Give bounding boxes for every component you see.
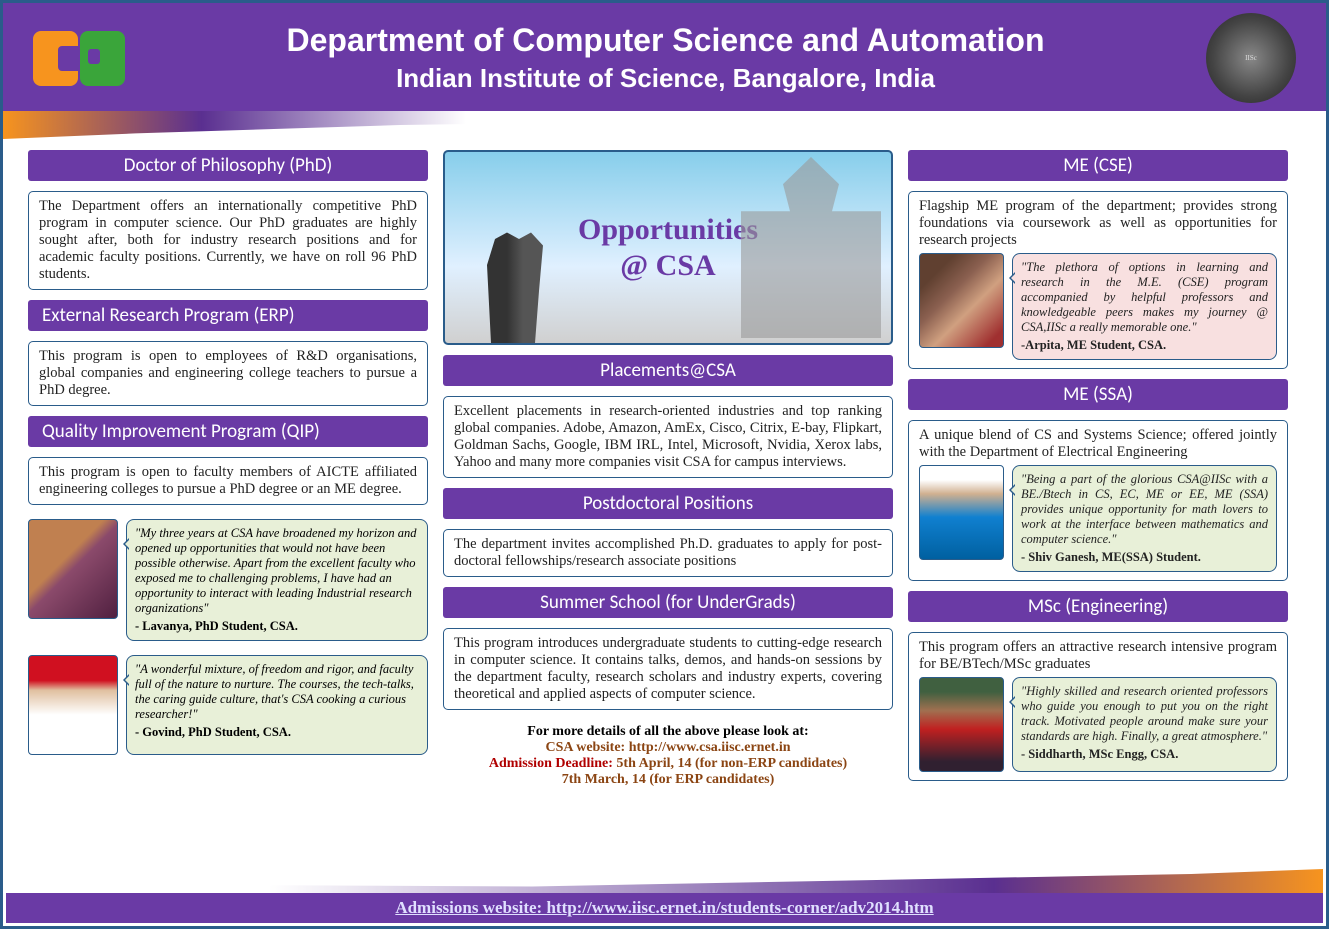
quote-text: "A wonderful mixture, of freedom and rig… [135, 662, 414, 721]
quote-arpita: "The plethora of options in learning and… [1012, 253, 1277, 360]
quote-text: "Highly skilled and research oriented pr… [1021, 684, 1268, 743]
footer-admissions-link[interactable]: Admissions website: http://www.iisc.erne… [6, 893, 1323, 923]
more-l3a: Admission Deadline: [489, 756, 617, 771]
hero-line2: @ CSA [620, 249, 715, 282]
dept-title: Department of Computer Science and Autom… [145, 22, 1186, 59]
right-column: ME (CSE) Flagship ME program of the depa… [908, 150, 1288, 792]
summer-header: Summer School (for UnderGrads) [443, 587, 893, 618]
quote-attr: - Govind, PhD Student, CSA. [135, 725, 419, 740]
iisc-seal-icon: IISc [1206, 13, 1296, 103]
phd-header: Doctor of Philosophy (PhD) [28, 150, 428, 181]
quote-attr: -Arpita, ME Student, CSA. [1021, 338, 1268, 353]
hero-banner: Opportunities @ CSA [443, 150, 893, 345]
quote-text: "My three years at CSA have broadened my… [135, 526, 416, 615]
institute-subtitle: Indian Institute of Science, Bangalore, … [145, 63, 1186, 94]
msc-body: This program offers an attractive resear… [919, 639, 1277, 673]
phd-body: The Department offers an internationally… [28, 191, 428, 290]
middle-column: Opportunities @ CSA Placements@CSA Excel… [443, 150, 893, 792]
header-titles: Department of Computer Science and Autom… [145, 22, 1186, 94]
left-column: Doctor of Philosophy (PhD) The Departmen… [28, 150, 428, 792]
msc-header: MSc (Engineering) [908, 591, 1288, 622]
more-l4: 7th March, 14 (for ERP candidates) [447, 772, 889, 788]
quote-govind: "A wonderful mixture, of freedom and rig… [126, 655, 428, 755]
messa-body: A unique blend of CS and Systems Science… [919, 427, 1277, 461]
more-l3b: 5th April, 14 (for non-ERP candidates) [616, 756, 847, 771]
postdoc-header: Postdoctoral Positions [443, 488, 893, 519]
avatar-shiv [919, 465, 1004, 560]
placements-body: Excellent placements in research-oriente… [443, 396, 893, 478]
quote-text: "Being a part of the glorious CSA@IISc w… [1021, 472, 1268, 546]
avatar-siddharth [919, 677, 1004, 772]
testimonial-siddharth: "Highly skilled and research oriented pr… [919, 677, 1277, 772]
qip-body: This program is open to faculty members … [28, 457, 428, 505]
testimonial-lavanya: "My three years at CSA have broadened my… [28, 519, 428, 641]
csa-logo-icon [33, 31, 125, 86]
erp-body: This program is open to employees of R&D… [28, 341, 428, 406]
more-info-block: For more details of all the above please… [443, 720, 893, 792]
messa-body-box: A unique blend of CS and Systems Science… [908, 420, 1288, 581]
summer-body: This program introduces undergraduate st… [443, 628, 893, 710]
quote-attr: - Siddharth, MSc Engg, CSA. [1021, 747, 1268, 762]
avatar-govind [28, 655, 118, 755]
mecse-header: ME (CSE) [908, 150, 1288, 181]
quote-lavanya: "My three years at CSA have broadened my… [126, 519, 428, 641]
content-grid: Doctor of Philosophy (PhD) The Departmen… [3, 115, 1326, 802]
swoosh-bottom-decoration [6, 869, 1323, 894]
more-l2a: CSA website: [546, 740, 629, 755]
header-bar: Department of Computer Science and Autom… [3, 3, 1326, 115]
testimonial-govind: "A wonderful mixture, of freedom and rig… [28, 655, 428, 755]
testimonial-arpita: "The plethora of options in learning and… [919, 253, 1277, 360]
avatar-arpita [919, 253, 1004, 348]
qip-header: Quality Improvement Program (QIP) [28, 416, 428, 447]
avatar-lavanya [28, 519, 118, 619]
placements-header: Placements@CSA [443, 355, 893, 386]
mecse-body: Flagship ME program of the department; p… [919, 198, 1277, 249]
more-l1: For more details of all the above please… [447, 724, 889, 740]
testimonial-shiv: "Being a part of the glorious CSA@IISc w… [919, 465, 1277, 572]
erp-header: External Research Program (ERP) [28, 300, 428, 331]
quote-attr: - Shiv Ganesh, ME(SSA) Student. [1021, 550, 1268, 565]
messa-header: ME (SSA) [908, 379, 1288, 410]
postdoc-body: The department invites accomplished Ph.D… [443, 529, 893, 577]
mecse-body-box: Flagship ME program of the department; p… [908, 191, 1288, 369]
msc-body-box: This program offers an attractive resear… [908, 632, 1288, 781]
csa-website-link[interactable]: http://www.csa.iisc.ernet.in [629, 740, 791, 755]
quote-attr: - Lavanya, PhD Student, CSA. [135, 619, 419, 634]
quote-shiv: "Being a part of the glorious CSA@IISc w… [1012, 465, 1277, 572]
quote-text: "The plethora of options in learning and… [1021, 260, 1268, 334]
quote-siddharth: "Highly skilled and research oriented pr… [1012, 677, 1277, 772]
hero-line1: Opportunities [578, 213, 758, 246]
